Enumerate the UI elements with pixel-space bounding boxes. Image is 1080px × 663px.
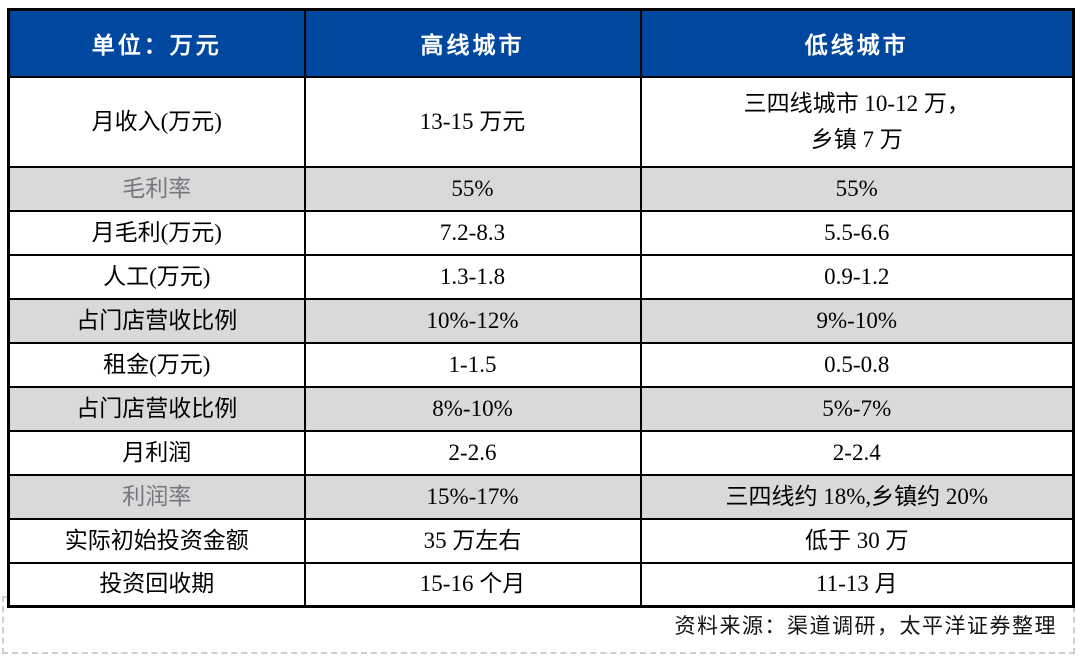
table-row: 月利润 2-2.6 2-2.4: [7, 429, 1075, 476]
high-tier-column-header: 高线城市: [303, 8, 642, 78]
row-label: 人工(万元): [7, 253, 306, 300]
row-label: 利润率: [7, 473, 306, 520]
source-note: 资料来源：渠道调研，太平洋证券整理: [674, 614, 1057, 638]
table-row: 毛利率 55% 55%: [7, 165, 1075, 212]
table-row: 占门店营收比例 8%-10% 5%-7%: [7, 385, 1075, 432]
row-label: 月收入(万元): [7, 75, 306, 168]
high-tier-value: 35 万左右: [303, 517, 642, 564]
high-tier-value: 13-15 万元: [303, 75, 642, 168]
high-tier-value: 7.2-8.3: [303, 209, 642, 256]
table-row: 利润率 15%-17% 三四线约 18%,乡镇约 20%: [7, 473, 1075, 520]
row-label: 租金(万元): [7, 341, 306, 388]
low-tier-value: 低于 30 万: [639, 517, 1075, 564]
high-tier-value: 15%-17%: [303, 473, 642, 520]
high-tier-value: 2-2.6: [303, 429, 642, 476]
row-label: 投资回收期: [7, 561, 306, 608]
high-tier-value: 10%-12%: [303, 297, 642, 344]
table-row: 人工(万元) 1.3-1.8 0.9-1.2: [7, 253, 1075, 300]
table-header: 单位：万元 高线城市 低线城市: [7, 8, 1075, 78]
low-tier-value: 9%-10%: [639, 297, 1075, 344]
table-row: 租金(万元) 1-1.5 0.5-0.8: [7, 341, 1075, 388]
low-tier-value: 11-13 月: [639, 561, 1075, 608]
low-tier-value: 5%-7%: [639, 385, 1075, 432]
franchise-economics-table: 单位：万元 高线城市 低线城市 月收入(万元) 13-15 万元 三四线城市 1…: [7, 8, 1075, 608]
row-label: 占门店营收比例: [7, 385, 306, 432]
unit-header-cell: 单位：万元: [7, 8, 306, 78]
low-tier-value: 三四线约 18%,乡镇约 20%: [639, 473, 1075, 520]
low-tier-column-header: 低线城市: [639, 8, 1075, 78]
low-tier-value: 2-2.4: [639, 429, 1075, 476]
table-row: 实际初始投资金额 35 万左右 低于 30 万: [7, 517, 1075, 564]
row-label: 占门店营收比例: [7, 297, 306, 344]
table-row: 投资回收期 15-16 个月 11-13 月: [7, 561, 1075, 608]
high-tier-value: 8%-10%: [303, 385, 642, 432]
low-tier-value: 三四线城市 10-12 万， 乡镇 7 万: [639, 75, 1075, 168]
high-tier-value: 1-1.5: [303, 341, 642, 388]
low-tier-value: 0.5-0.8: [639, 341, 1075, 388]
high-tier-value: 15-16 个月: [303, 561, 642, 608]
high-tier-value: 1.3-1.8: [303, 253, 642, 300]
high-tier-value: 55%: [303, 165, 642, 212]
row-label: 毛利率: [7, 165, 306, 212]
low-tier-value: 5.5-6.6: [639, 209, 1075, 256]
table-row: 月收入(万元) 13-15 万元 三四线城市 10-12 万， 乡镇 7 万: [7, 75, 1075, 168]
table-row: 占门店营收比例 10%-12% 9%-10%: [7, 297, 1075, 344]
header-row: 单位：万元 高线城市 低线城市: [7, 8, 1075, 78]
table-row: 月毛利(万元) 7.2-8.3 5.5-6.6: [7, 209, 1075, 256]
row-label: 月利润: [7, 429, 306, 476]
row-label: 实际初始投资金额: [7, 517, 306, 564]
low-tier-value: 0.9-1.2: [639, 253, 1075, 300]
table-body: 月收入(万元) 13-15 万元 三四线城市 10-12 万， 乡镇 7 万 毛…: [7, 75, 1075, 608]
row-label: 月毛利(万元): [7, 209, 306, 256]
low-tier-value: 55%: [639, 165, 1075, 212]
